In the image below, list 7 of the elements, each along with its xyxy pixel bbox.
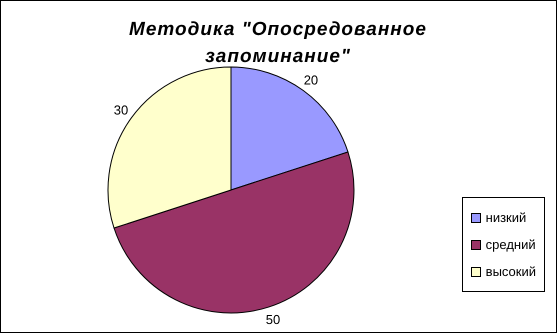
- data-label: 30: [114, 102, 128, 118]
- legend-label: высокий: [486, 264, 536, 279]
- data-label: 50: [266, 312, 280, 327]
- legend-label: низкий: [486, 210, 526, 225]
- chart-title: Методика "Опосредованное запоминание": [128, 18, 428, 69]
- data-label: 20: [304, 72, 318, 88]
- legend-label: средний: [486, 237, 536, 252]
